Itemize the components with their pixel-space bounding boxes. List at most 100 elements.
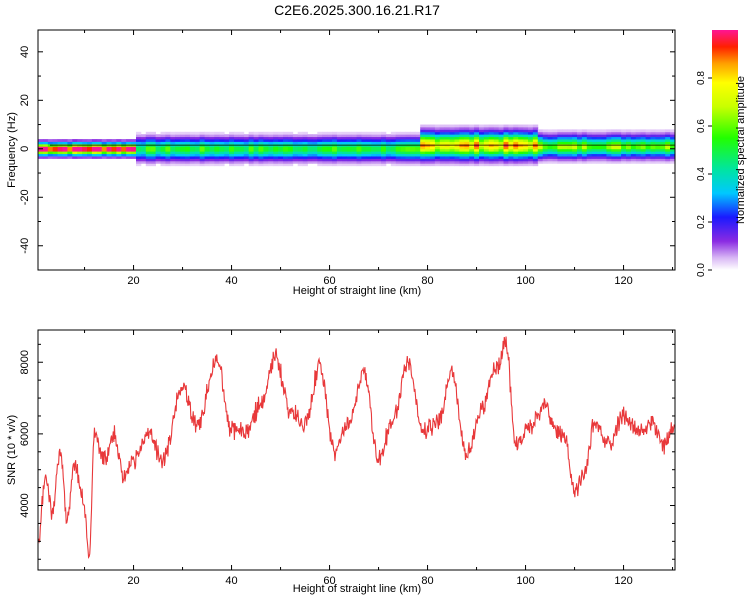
heatmap-cell xyxy=(503,160,509,164)
heatmap-cell xyxy=(640,146,646,150)
heatmap-cell xyxy=(400,131,406,135)
heatmap-cell xyxy=(155,153,161,157)
heatmap-cell xyxy=(356,148,362,152)
heatmap-cell xyxy=(214,151,220,155)
heatmap-cell xyxy=(532,146,539,150)
heatmap-cell xyxy=(670,134,675,138)
heatmap-cell xyxy=(87,141,93,145)
heatmap-cell xyxy=(243,148,250,152)
heatmap-cell xyxy=(444,146,450,150)
heatmap-cell xyxy=(263,141,269,145)
heatmap-cell xyxy=(479,156,485,159)
heatmap-cell xyxy=(131,139,137,142)
heatmap-cell xyxy=(430,151,436,155)
heatmap-cell xyxy=(189,151,196,155)
heatmap-cell xyxy=(547,141,553,145)
heatmap-cell xyxy=(410,153,416,157)
heatmap-cell xyxy=(630,129,637,133)
heatmap-cell xyxy=(145,158,152,162)
heatmap-cell xyxy=(145,146,152,150)
heatmap-cell xyxy=(361,139,367,142)
heatmap-cell xyxy=(537,160,544,164)
heatmap-cell xyxy=(278,136,284,140)
heatmap-cell xyxy=(214,141,220,145)
heatmap-cell xyxy=(454,148,460,152)
heatmap-cell xyxy=(537,131,544,135)
heatmap-cell xyxy=(660,136,666,140)
heatmap-cell xyxy=(283,148,289,152)
heatmap-cell xyxy=(425,124,431,128)
heatmap-cell xyxy=(655,160,661,164)
heatmap-cell xyxy=(503,131,509,135)
heatmap-cell xyxy=(371,148,377,152)
heatmap-cell xyxy=(479,129,485,133)
heatmap-cell xyxy=(297,153,303,157)
heatmap-cell xyxy=(204,163,210,167)
heatmap-cell xyxy=(469,126,475,130)
heatmap-cell xyxy=(508,148,514,152)
heatmap-cell xyxy=(180,148,186,152)
heatmap-cell xyxy=(150,139,156,142)
heatmap-cell xyxy=(253,158,259,162)
heatmap-cell xyxy=(307,153,313,157)
colorbar-label: Normalized spectral amplitude xyxy=(735,76,747,224)
heatmap-cell xyxy=(621,131,627,135)
heatmap-cell xyxy=(351,136,357,140)
heatmap-cell xyxy=(170,148,176,152)
heatmap-cell xyxy=(180,160,186,164)
heatmap-cell xyxy=(503,158,509,162)
heatmap-cell xyxy=(67,139,73,142)
heatmap-cell xyxy=(513,163,519,167)
heatmap-cell xyxy=(150,156,156,159)
heatmap-cell xyxy=(42,146,49,150)
heatmap-cell xyxy=(532,134,539,138)
heatmap-cell xyxy=(655,153,661,157)
heatmap-cell xyxy=(444,151,450,155)
heatmap-cell xyxy=(170,163,176,167)
heatmap-cell xyxy=(537,151,544,155)
heatmap-cell xyxy=(601,146,607,150)
heatmap-cell xyxy=(606,158,612,162)
heatmap-cell xyxy=(136,148,142,152)
heatmap-cell xyxy=(591,156,597,159)
heatmap-cell xyxy=(47,151,54,155)
heatmap-cell xyxy=(621,151,627,155)
heatmap-cell xyxy=(493,153,499,157)
heatmap-cell xyxy=(165,160,171,164)
heatmap-cell xyxy=(650,158,656,162)
colorbar-tick-label: 0.0 xyxy=(696,263,707,277)
heatmap-cell xyxy=(498,146,504,150)
heatmap-cell xyxy=(454,136,460,140)
heatmap-cell xyxy=(586,153,593,157)
heatmap-cell xyxy=(425,163,431,167)
heatmap-cell xyxy=(106,148,112,152)
heatmap-cell xyxy=(420,139,426,142)
heatmap-cell xyxy=(434,131,441,135)
heatmap-cell xyxy=(518,136,524,140)
heatmap-cell xyxy=(586,141,593,145)
heatmap-cell xyxy=(199,158,205,162)
heatmap-cell xyxy=(351,134,357,138)
heatmap-cell xyxy=(552,131,558,135)
heatmap-cell xyxy=(351,131,357,135)
heatmap-cell xyxy=(327,131,333,135)
heatmap-cell xyxy=(287,141,294,145)
heatmap-cell xyxy=(376,148,382,152)
heatmap-cell xyxy=(430,126,436,130)
heatmap-cell xyxy=(665,139,671,142)
heatmap-cell xyxy=(581,151,588,155)
heatmap-cell xyxy=(131,146,137,150)
heatmap-cell xyxy=(121,153,127,157)
heatmap-cell xyxy=(430,148,436,152)
heatmap-cell xyxy=(542,141,548,145)
heatmap-cell xyxy=(459,146,465,150)
heatmap-cell xyxy=(145,131,152,135)
heatmap-cell xyxy=(665,131,671,135)
heatmap-cell xyxy=(145,136,152,140)
heatmap-cell xyxy=(469,158,475,162)
heatmap-cell xyxy=(62,139,68,142)
heatmap-cell xyxy=(77,146,83,150)
heatmap-cell xyxy=(454,146,460,150)
heatmap-cell xyxy=(140,141,147,145)
heatmap-cell xyxy=(503,163,509,167)
